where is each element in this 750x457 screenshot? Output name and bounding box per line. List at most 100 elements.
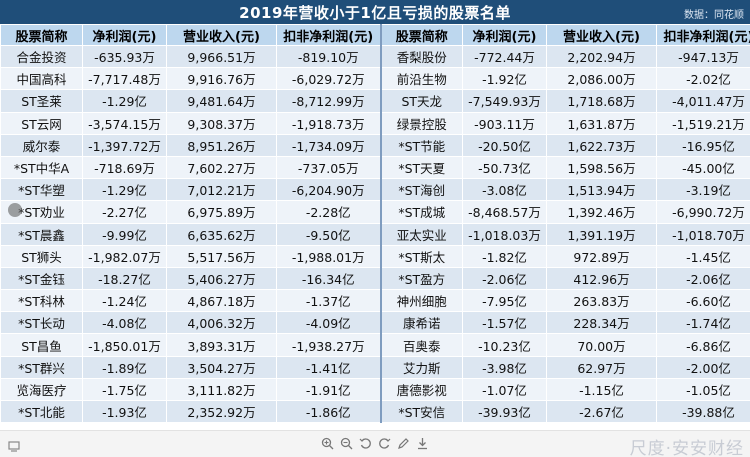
column-header: 净利润(元) <box>462 24 547 46</box>
stock-name-cell: *ST盈方 <box>379 266 463 291</box>
table-title: 2019年营收小于1亿且亏损的股票名单 <box>239 3 511 22</box>
value-cell: 6,975.89万 <box>166 200 277 224</box>
stock-name-cell: *ST科林 <box>0 289 83 313</box>
value-cell: -1,918.73万 <box>276 111 381 135</box>
stock-table-image: 2019年营收小于1亿且亏损的股票名单 数据：同花顺 股票简称 净利润(元) 营业收… <box>0 0 750 424</box>
stock-name-cell: *ST劝业 <box>0 200 83 224</box>
value-cell: -1,018.70万 <box>656 222 750 246</box>
table-row: 中国高科 -7,717.48万 9,916.76万 -6,029.72万 前沿生物 -1.… <box>0 67 750 91</box>
stock-name-cell: *ST晨鑫 <box>0 222 83 246</box>
value-cell: -50.73亿 <box>462 155 547 180</box>
stock-name-cell: 神州细胞 <box>379 289 463 313</box>
value-cell: 2,352.92万 <box>166 399 277 424</box>
value-cell: 7,602.27万 <box>166 155 277 180</box>
value-cell: -772.44万 <box>462 44 547 69</box>
value-cell: -7,549.93万 <box>462 89 547 113</box>
value-cell: -2.27亿 <box>82 200 167 224</box>
value-cell: -3.08亿 <box>462 178 547 202</box>
value-cell: 1,513.94万 <box>546 178 657 202</box>
column-header: 扣非净利润(元) <box>656 24 750 46</box>
value-cell: -45.00亿 <box>656 155 750 180</box>
value-cell: -2.00亿 <box>656 355 750 379</box>
edit-icon[interactable] <box>396 436 410 450</box>
value-cell: -1.15亿 <box>546 377 657 402</box>
value-cell: -4.09亿 <box>276 311 381 335</box>
column-header: 股票简称 <box>0 24 83 46</box>
value-cell: -1.29亿 <box>82 178 167 202</box>
rotate-left-icon[interactable] <box>358 436 372 450</box>
table-row: *ST华塑 -1.29亿 7,012.21万 -6,204.90万 *ST海创 -3.08… <box>0 178 750 202</box>
value-cell: 9,481.64万 <box>166 89 277 113</box>
value-cell: -1,988.01万 <box>276 244 381 268</box>
value-cell: -1.82亿 <box>462 244 547 268</box>
loss-stock-table: 股票简称 净利润(元) 营业收入(元) 扣非净利润(元) 股票简称 净利润(元) 营业收入(… <box>0 24 750 424</box>
value-cell: -1.57亿 <box>462 311 547 335</box>
value-cell: -635.93万 <box>82 44 167 69</box>
value-cell: -819.10万 <box>276 44 381 69</box>
value-cell: -7.95亿 <box>462 289 547 313</box>
value-cell: 7,012.21万 <box>166 178 277 202</box>
value-cell: 5,517.56万 <box>166 244 277 268</box>
value-cell: -1,397.72万 <box>82 133 167 157</box>
table-row: *ST劝业 -2.27亿 6,975.89万 -2.28亿 *ST成城 -8,468.57… <box>0 200 750 224</box>
value-cell: -1,982.07万 <box>82 244 167 268</box>
table-row: *ST北能 -1.93亿 2,352.92万 -1.86亿 *ST安信 -39.93亿 -2… <box>0 399 750 424</box>
zoom-out-icon[interactable] <box>339 436 353 450</box>
value-cell: -1.37亿 <box>276 289 381 313</box>
value-cell: 9,916.76万 <box>166 67 277 91</box>
stock-name-cell: *ST长动 <box>0 311 83 335</box>
stock-name-cell: *ST海创 <box>379 178 463 202</box>
value-cell: -1.86亿 <box>276 399 381 424</box>
stock-name-cell: ST狮头 <box>0 244 83 268</box>
title-bar: 2019年营收小于1亿且亏损的股票名单 数据：同花顺 <box>0 0 750 24</box>
value-cell: -1.74亿 <box>656 311 750 335</box>
stock-name-cell: *ST华塑 <box>0 178 83 202</box>
value-cell: -1.89亿 <box>82 355 167 379</box>
value-cell: 2,086.00万 <box>546 67 657 91</box>
value-cell: -1.93亿 <box>82 399 167 424</box>
value-cell: 3,504.27万 <box>166 355 277 379</box>
value-cell: -1.41亿 <box>276 355 381 379</box>
table-row: *ST科林 -1.24亿 4,867.18万 -1.37亿 神州细胞 -7.95亿 263.… <box>0 289 750 313</box>
stock-name-cell: 览海医疗 <box>0 377 83 402</box>
value-cell: 1,631.87万 <box>546 111 657 135</box>
value-cell: -1,938.27万 <box>276 333 381 357</box>
value-cell: 1,391.19万 <box>546 222 657 246</box>
header-row: 股票简称 净利润(元) 营业收入(元) 扣非净利润(元) 股票简称 净利润(元) 营业收入(… <box>0 24 750 46</box>
screen-icon[interactable] <box>8 437 20 452</box>
value-cell: -1,018.03万 <box>462 222 547 246</box>
value-cell: 8,951.26万 <box>166 133 277 157</box>
table-row: *ST群兴 -1.89亿 3,504.27万 -1.41亿 艾力斯 -3.98亿 62.97… <box>0 355 750 379</box>
stock-name-cell: 威尔泰 <box>0 133 83 157</box>
mouse-cursor <box>8 203 22 217</box>
value-cell: -1.92亿 <box>462 67 547 91</box>
zoom-in-icon[interactable] <box>320 436 334 450</box>
value-cell: -6.60亿 <box>656 289 750 313</box>
value-cell: -1.45亿 <box>656 244 750 268</box>
stock-name-cell: ST圣莱 <box>0 89 83 113</box>
rotate-right-icon[interactable] <box>377 436 391 450</box>
value-cell: -39.93亿 <box>462 399 547 424</box>
stock-name-cell: 唐德影视 <box>379 377 463 402</box>
stock-name-cell: 艾力斯 <box>379 355 463 379</box>
watermark: 尺度·安安财经 <box>629 439 744 457</box>
value-cell: 4,867.18万 <box>166 289 277 313</box>
stock-name-cell: 香梨股份 <box>379 44 463 69</box>
table-row: ST狮头 -1,982.07万 5,517.56万 -1,988.01万 *ST斯太 -1… <box>0 244 750 268</box>
value-cell: -6,204.90万 <box>276 178 381 202</box>
value-cell: 263.83万 <box>546 289 657 313</box>
value-cell: -1,734.09万 <box>276 133 381 157</box>
value-cell: 972.89万 <box>546 244 657 268</box>
column-header: 营业收入(元) <box>166 24 277 46</box>
value-cell: 62.97万 <box>546 355 657 379</box>
table-row: ST圣莱 -1.29亿 9,481.64万 -8,712.99万 ST天龙 -7,549.… <box>0 89 750 113</box>
table-row: *ST晨鑫 -9.99亿 6,635.62万 -9.50亿 亚太实业 -1,018.03万… <box>0 222 750 246</box>
image-viewer-toolbar: 尺度·安安财经 <box>0 430 750 457</box>
download-icon[interactable] <box>415 436 429 450</box>
value-cell: -1.07亿 <box>462 377 547 402</box>
value-cell: -2.06亿 <box>462 266 547 291</box>
value-cell: 228.34万 <box>546 311 657 335</box>
value-cell: -18.27亿 <box>82 266 167 291</box>
stock-name-cell: 康希诺 <box>379 311 463 335</box>
table-row: *ST中华A -718.69万 7,602.27万 -737.05万 *ST天夏 -50.… <box>0 155 750 180</box>
